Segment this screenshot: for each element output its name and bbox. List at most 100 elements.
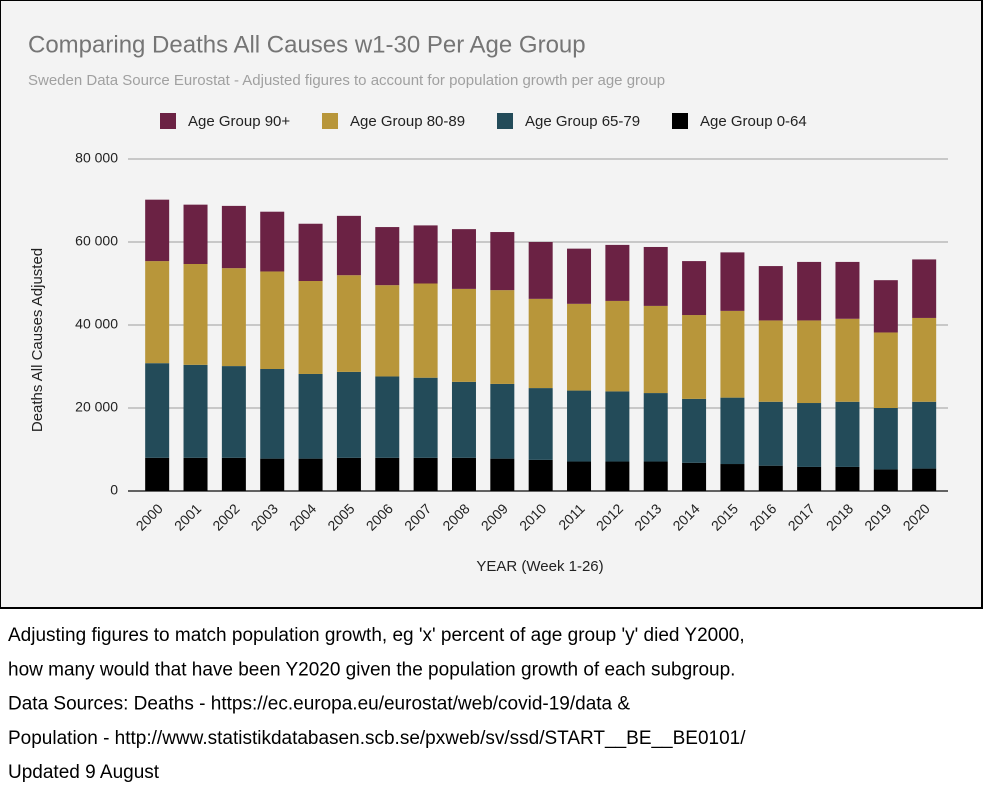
bar-segment <box>873 280 898 333</box>
bar-segment <box>873 469 898 491</box>
bar-segment <box>375 457 400 491</box>
bar-segment <box>912 401 937 469</box>
bar-segment <box>682 261 707 316</box>
bar-segment <box>682 315 707 399</box>
bar-segment <box>451 457 476 491</box>
bar-segment <box>835 261 860 319</box>
bar-segment <box>221 366 246 458</box>
bar-segment <box>221 268 246 367</box>
legend-swatch <box>672 113 688 129</box>
bar-segment <box>797 403 822 467</box>
bar-segment <box>375 376 400 458</box>
bar-segment <box>145 457 170 491</box>
bar-segment <box>797 466 822 491</box>
bar-segment <box>145 261 170 364</box>
bar-segment <box>183 263 208 365</box>
bar-segment <box>605 391 630 462</box>
bar-segment <box>797 320 822 404</box>
bar-segment <box>260 271 285 369</box>
bar-segment <box>260 368 285 459</box>
bar-segment <box>413 457 438 491</box>
legend-swatch <box>160 113 176 129</box>
bar-segment <box>528 242 553 299</box>
bar-segment <box>298 223 323 282</box>
bar-segment <box>605 461 630 491</box>
bar-segment <box>298 458 323 491</box>
y-tick-label: 80 000 <box>75 150 118 166</box>
bar-segment <box>758 266 783 321</box>
legend-swatch <box>322 113 338 129</box>
bar-segment <box>413 225 438 284</box>
bar-segment <box>298 281 323 374</box>
bar-segment <box>758 465 783 491</box>
bar-segment <box>835 318 860 402</box>
bar-segment <box>260 458 285 491</box>
bar-segment <box>912 468 937 491</box>
bar-segment <box>605 244 630 301</box>
caption-line: Updated 9 August <box>8 762 160 783</box>
bar-segment <box>336 275 361 372</box>
caption-line: how many would that have been Y2020 give… <box>8 659 735 680</box>
bar-segment <box>528 298 553 389</box>
bar-segment <box>490 232 515 291</box>
bar-segment <box>912 317 937 402</box>
legend-label: Age Group 65-79 <box>525 113 640 130</box>
bar-segment <box>758 401 783 466</box>
bar-segment <box>567 248 592 304</box>
bar-segment <box>451 229 476 289</box>
bar-segment <box>643 246 668 306</box>
bar-segment <box>221 205 246 269</box>
chart-title: Comparing Deaths All Causes w1-30 Per Ag… <box>28 31 586 58</box>
bar-segment <box>835 401 860 467</box>
bar-segment <box>682 398 707 463</box>
bar-segment <box>567 390 592 462</box>
bar-segment <box>873 408 898 470</box>
bar-segment <box>183 204 208 264</box>
caption-line: Population - http://www.statistikdatabas… <box>8 728 746 749</box>
bar-segment <box>720 252 745 311</box>
caption-line: Adjusting figures to match population gr… <box>8 625 745 646</box>
bar-segment <box>413 283 438 378</box>
y-tick-label: 20 000 <box>75 399 118 415</box>
bar-segment <box>720 397 745 465</box>
x-axis-title: YEAR (Week 1-26) <box>476 558 603 575</box>
bar-segment <box>797 261 822 321</box>
bar-segment <box>720 310 745 398</box>
bar-segment <box>375 227 400 286</box>
bar-segment <box>183 364 208 458</box>
bar-segment <box>682 462 707 491</box>
bar-segment <box>490 458 515 491</box>
bar-segment <box>413 377 438 458</box>
caption-line: Data Sources: Deaths - https://ec.europa… <box>8 694 630 715</box>
bar-segment <box>451 288 476 382</box>
bar-segment <box>145 199 170 262</box>
y-axis-title: Deaths All Causes Adjusted <box>29 248 46 432</box>
bar-segment <box>260 211 285 272</box>
bar-segment <box>912 259 937 318</box>
bar-segment <box>643 393 668 462</box>
y-tick-label: 60 000 <box>75 233 118 249</box>
bar-segment <box>375 285 400 377</box>
bar-segment <box>490 383 515 459</box>
bar-segment <box>183 457 208 491</box>
bar-segment <box>528 459 553 491</box>
legend-label: Age Group 80-89 <box>350 113 465 130</box>
chart-subtitle: Sweden Data Source Eurostat - Adjusted f… <box>28 72 665 89</box>
bar-segment <box>145 363 170 458</box>
y-tick-label: 40 000 <box>75 316 118 332</box>
bar-segment <box>758 320 783 402</box>
bar-segment <box>336 215 361 276</box>
bar-segment <box>643 461 668 491</box>
bar-segment <box>221 457 246 491</box>
bar-segment <box>298 373 323 459</box>
bar-segment <box>451 381 476 458</box>
bar-segment <box>567 461 592 491</box>
bar-segment <box>490 290 515 384</box>
bar-segment <box>567 303 592 391</box>
bar-segment <box>720 464 745 491</box>
bar-segment <box>336 457 361 491</box>
bar-segment <box>873 332 898 408</box>
bar-segment <box>605 300 630 392</box>
legend-swatch <box>497 113 513 129</box>
